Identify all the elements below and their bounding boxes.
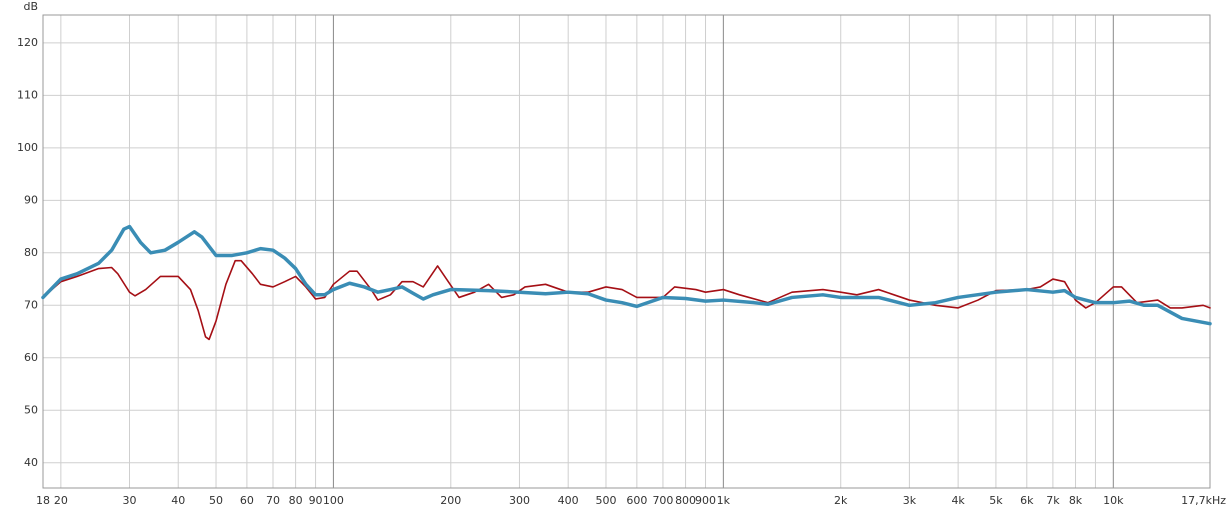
x-tick-label: 5k (989, 494, 1003, 507)
y-tick-label: 110 (17, 88, 38, 101)
x-tick-label: 500 (595, 494, 616, 507)
x-tick-label: 900 (695, 494, 716, 507)
y-tick-label: 70 (24, 298, 38, 311)
x-tick-label: 2k (834, 494, 848, 507)
x-tick-label: 90 (309, 494, 323, 507)
x-tick-label: 600 (626, 494, 647, 507)
x-tick-label: 80 (289, 494, 303, 507)
plot-frame (42, 14, 1211, 489)
x-tick-label: 3k (903, 494, 917, 507)
x-tick-label: 7k (1046, 494, 1060, 507)
series-line (41, 224, 1212, 326)
y-tick-label: 60 (24, 351, 38, 364)
x-tick-label: 700 (652, 494, 673, 507)
x-tick-label: 300 (509, 494, 530, 507)
x-tick-label: 18 (36, 494, 50, 507)
x-tick-label: 8k (1069, 494, 1083, 507)
x-tick-label: 1k (717, 494, 731, 507)
x-tick-label: 40 (171, 494, 185, 507)
x-tick-label: 20 (54, 494, 68, 507)
x-tick-label: 50 (209, 494, 223, 507)
x-tick-label: 70 (266, 494, 280, 507)
y-tick-label: 100 (17, 141, 38, 154)
y-tick-label: 120 (17, 36, 38, 49)
x-tick-label: 100 (323, 494, 344, 507)
y-tick-label: 80 (24, 246, 38, 259)
x-tick-label: 17,7kHz (1181, 494, 1226, 507)
x-tick-label: 6k (1020, 494, 1034, 507)
x-tick-label: 10k (1103, 494, 1124, 507)
y-axis-label: dB (23, 0, 38, 13)
y-tick-label: 50 (24, 403, 38, 416)
x-tick-label: 400 (558, 494, 579, 507)
x-tick-label: 800 (675, 494, 696, 507)
x-tick-label: 4k (951, 494, 965, 507)
x-tick-label: 200 (440, 494, 461, 507)
x-tick-label: 30 (123, 494, 137, 507)
y-tick-label: 40 (24, 456, 38, 469)
y-tick-label: 90 (24, 193, 38, 206)
x-tick-label: 60 (240, 494, 254, 507)
